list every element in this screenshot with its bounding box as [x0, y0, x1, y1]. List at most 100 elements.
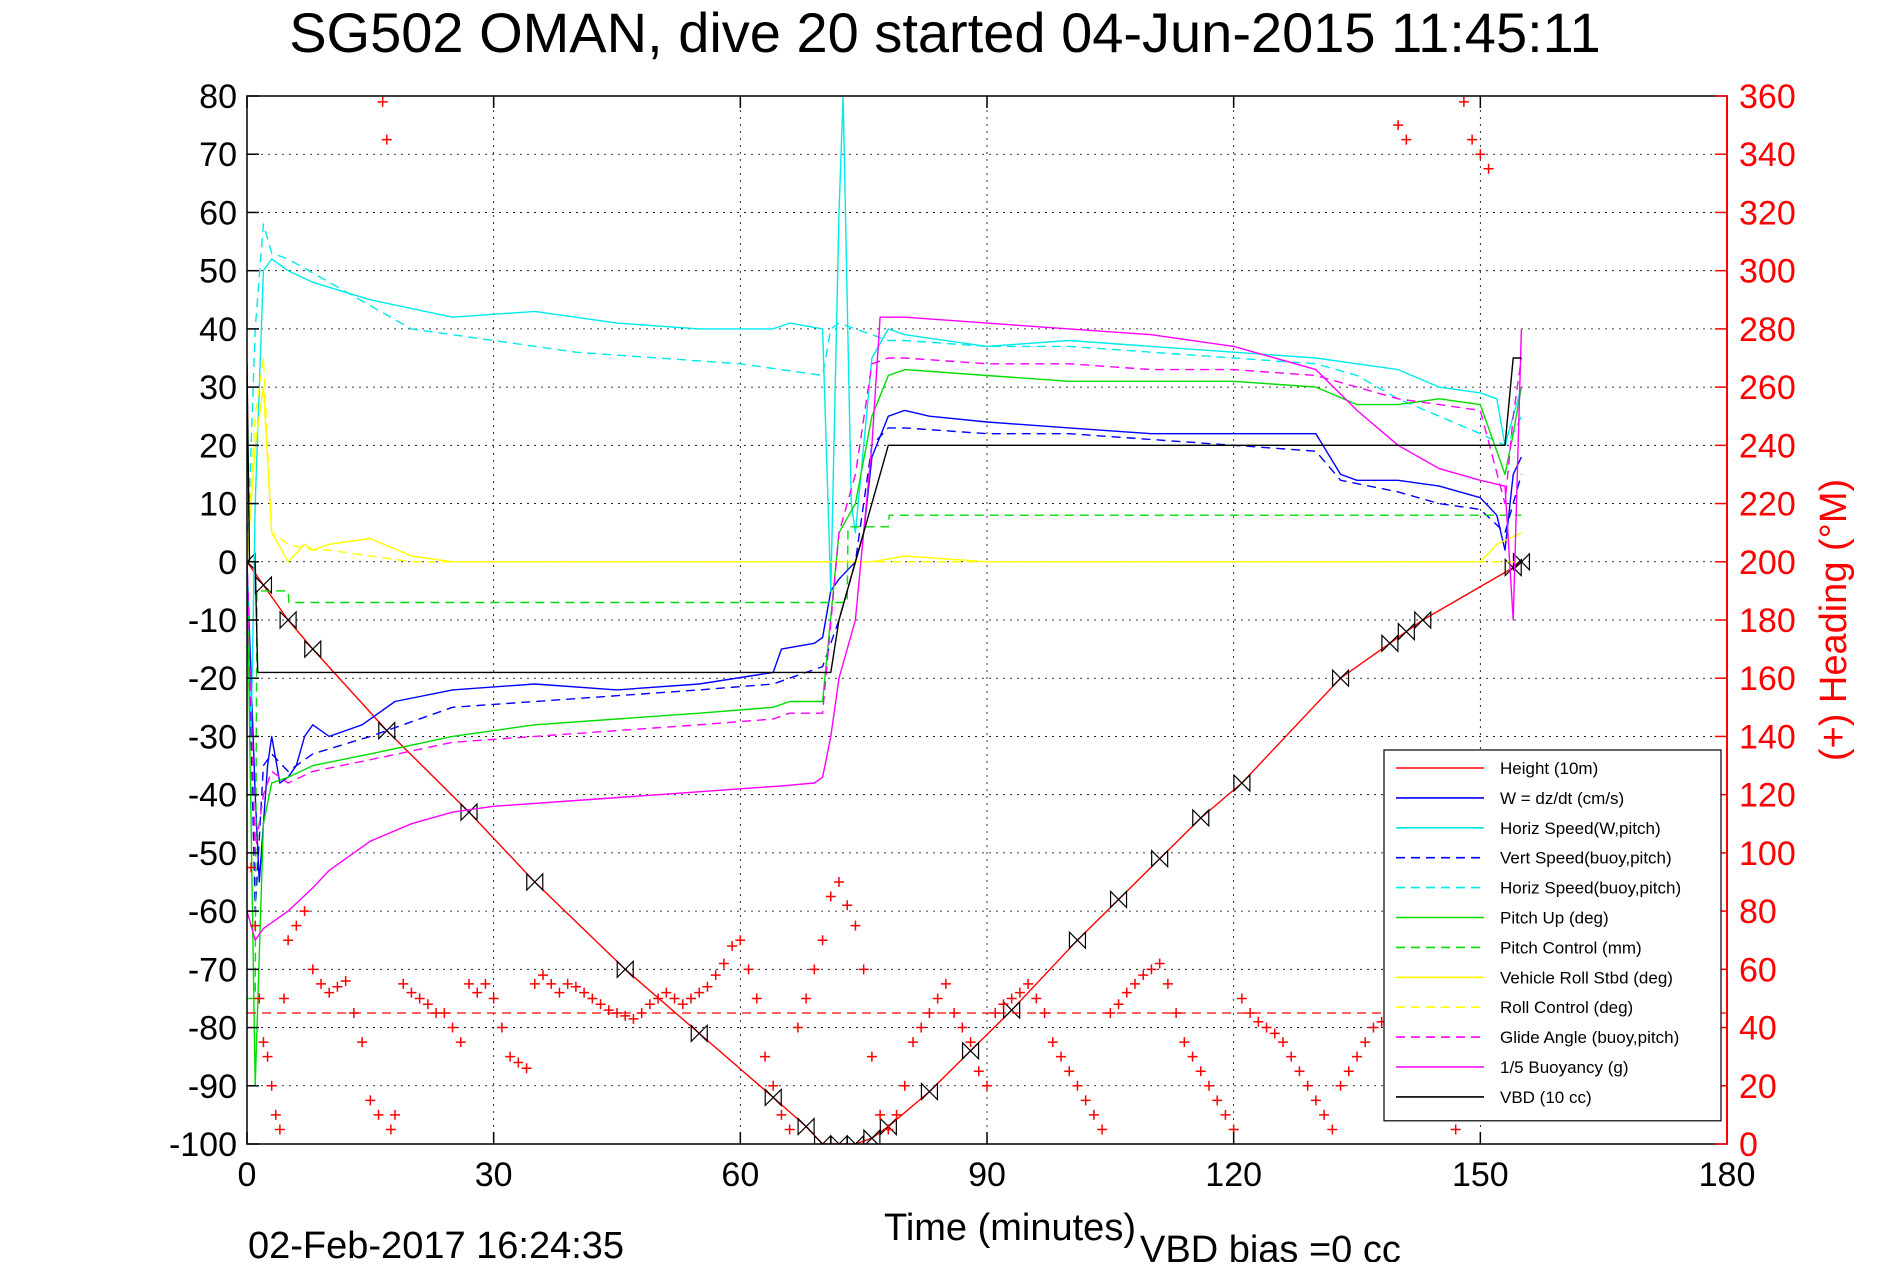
- y-left-tick-label: 10: [199, 486, 237, 524]
- heading-point: [538, 970, 548, 981]
- heading-point: [825, 891, 836, 902]
- y-left-tick-label: 70: [199, 136, 237, 174]
- heading-point: [1138, 970, 1149, 981]
- heading-point: [1310, 1095, 1321, 1106]
- y-right-tick-label: 60: [1739, 951, 1777, 989]
- heading-point: [521, 1063, 532, 1074]
- y-right-tick-label: 220: [1739, 486, 1796, 524]
- heading-point: [735, 935, 746, 946]
- legend-label: Vehicle Roll Stbd (deg): [1500, 968, 1673, 987]
- heading-point: [809, 964, 820, 975]
- heading-point: [348, 1008, 359, 1018]
- y-left-tick-label: -50: [188, 835, 237, 873]
- heading-point: [636, 1008, 647, 1018]
- y-left-tick-label: -60: [188, 893, 237, 931]
- y-right-tick-label: 240: [1739, 427, 1796, 465]
- heading-point: [1269, 1028, 1280, 1039]
- y-left-tick-label: -100: [169, 1126, 237, 1164]
- heading-point: [422, 999, 433, 1010]
- heading-point: [891, 1109, 902, 1120]
- heading-point: [653, 993, 664, 1004]
- heading-point: [406, 987, 417, 998]
- legend-label: 1/5 Buoyancy (g): [1500, 1058, 1629, 1077]
- height-marker: [616, 959, 634, 979]
- heading-point: [1278, 1037, 1288, 1048]
- heading-point: [324, 987, 335, 998]
- heading-point: [1450, 1124, 1461, 1135]
- x-tick-label: 30: [475, 1156, 513, 1194]
- series-line-w-dz-dt-cm-s: [247, 409, 1523, 883]
- heading-point: [398, 978, 409, 989]
- y-right-tick-label: 160: [1739, 660, 1796, 698]
- heading-point: [365, 1095, 376, 1106]
- heading-point: [1023, 978, 1034, 989]
- heading-point: [254, 993, 265, 1004]
- height-marker: [526, 872, 544, 892]
- y-right-tick-label: 100: [1739, 835, 1796, 873]
- heading-point: [842, 900, 853, 911]
- series-line-pitch-control-mm: [247, 514, 1522, 1000]
- footer-date: 02-Feb-2017 16:24:35: [248, 1225, 624, 1262]
- heading-point: [1236, 993, 1247, 1004]
- heading-point: [505, 1051, 516, 1062]
- heading-point: [250, 920, 261, 931]
- heading-point: [1458, 96, 1469, 107]
- height-marker: [279, 610, 297, 630]
- y-right-tick-label: 120: [1739, 777, 1796, 815]
- height-marker: [1192, 808, 1210, 828]
- heading-point: [1352, 1051, 1362, 1062]
- heading-point: [1080, 1095, 1091, 1106]
- height-marker: [1109, 890, 1128, 909]
- heading-point: [949, 1008, 960, 1018]
- y-right-tick-label: 320: [1739, 194, 1796, 232]
- heading-point: [1097, 1124, 1108, 1135]
- heading-point: [883, 1124, 894, 1135]
- heading-point: [299, 906, 310, 917]
- heading-point: [373, 1109, 384, 1120]
- y-left-tick-label: -80: [188, 1010, 237, 1048]
- heading-point: [1467, 134, 1478, 145]
- heading-point: [702, 981, 713, 992]
- heading-point: [603, 1005, 614, 1016]
- heading-point: [850, 920, 861, 931]
- y-right-tick-label: 260: [1739, 369, 1796, 407]
- y-left-tick-label: 50: [199, 253, 237, 291]
- heading-point: [694, 987, 705, 998]
- legend-box: [1383, 749, 1722, 1122]
- heading-point: [1302, 1080, 1313, 1091]
- heading-point: [1014, 987, 1025, 998]
- heading-point: [1130, 978, 1140, 989]
- heading-point: [472, 987, 483, 998]
- heading-point: [1179, 1037, 1190, 1048]
- heading-point: [1146, 964, 1157, 975]
- heading-point: [1121, 987, 1132, 998]
- heading-point: [1253, 1016, 1264, 1027]
- y-right-tick-label: 40: [1739, 1010, 1777, 1048]
- heading-point: [612, 1008, 622, 1018]
- heading-point: [1064, 1066, 1075, 1077]
- height-marker: [1331, 668, 1350, 688]
- heading-point: [316, 978, 326, 989]
- heading-point: [1368, 1022, 1379, 1033]
- y-left-tick-label: -30: [188, 718, 237, 756]
- series-line-vbd-10-cc: [247, 357, 1522, 674]
- height-marker: [961, 1041, 980, 1061]
- heading-point: [546, 978, 557, 989]
- height-marker: [1233, 773, 1251, 793]
- heading-point: [784, 1124, 795, 1135]
- heading-point: [513, 1057, 524, 1068]
- heading-point: [965, 1037, 976, 1048]
- y-right-tick-label: 80: [1739, 893, 1777, 931]
- heading-point: [1056, 1051, 1066, 1062]
- height-marker: [1414, 610, 1432, 630]
- legend-label: Vert Speed(buoy,pitch): [1500, 849, 1672, 868]
- heading-point: [834, 877, 844, 887]
- x-tick-label: 150: [1452, 1156, 1509, 1194]
- height-marker: [1512, 552, 1531, 572]
- heading-point: [455, 1037, 466, 1048]
- height-marker: [764, 1087, 782, 1107]
- series-line-pitch-up-deg: [247, 368, 1523, 1087]
- heading-point: [1483, 163, 1494, 174]
- heading-point: [1162, 978, 1173, 989]
